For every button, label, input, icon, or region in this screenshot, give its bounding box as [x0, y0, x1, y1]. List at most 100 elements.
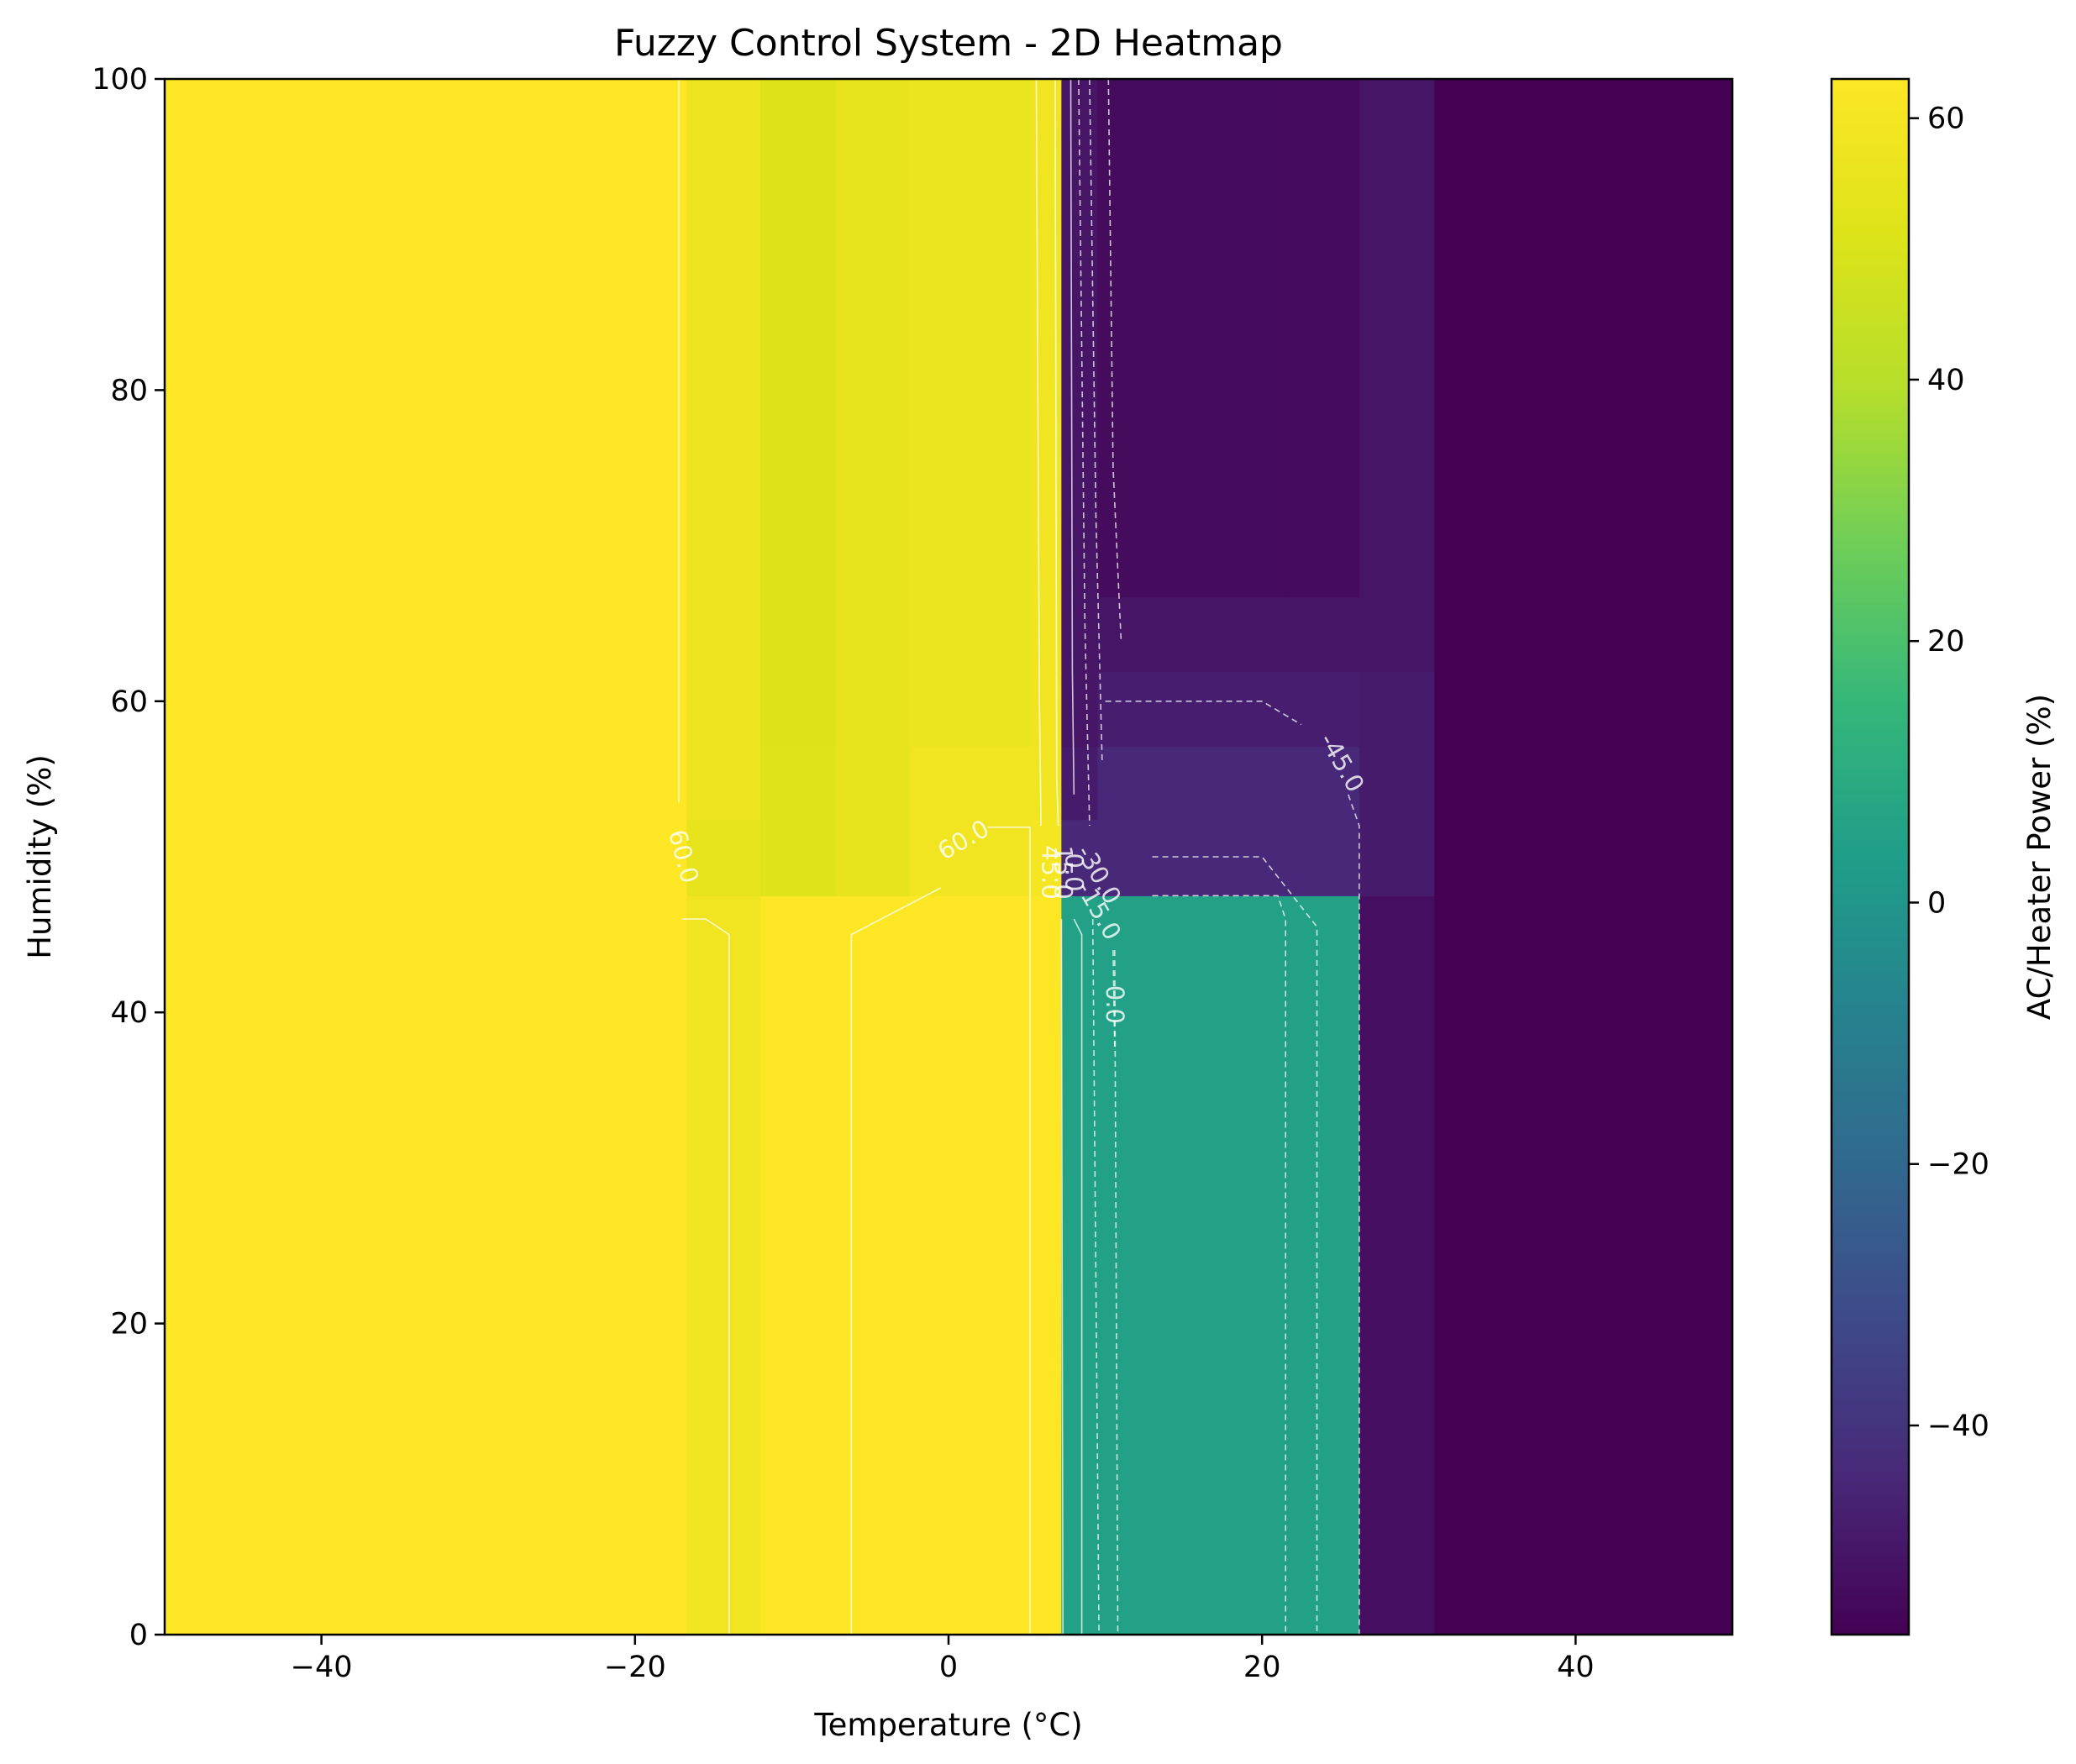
contour-label: 45.0 [1036, 845, 1064, 900]
heatmap-cell [1285, 79, 1360, 598]
colorbar-tick-label: 40 [1927, 364, 1965, 397]
heatmap-cell [909, 746, 1033, 821]
contour-label: 0.0 [1059, 853, 1088, 891]
contour-line [1060, 919, 1064, 1635]
contour-line [1091, 919, 1100, 1635]
contour-line [1070, 79, 1075, 795]
x-axis-title: Temperature (°C) [813, 1707, 1082, 1743]
contour-line [1054, 79, 1059, 827]
heatmap-cell [686, 596, 761, 673]
x-tick-label: 40 [1557, 1651, 1595, 1684]
heatmap-cell [1285, 819, 1360, 896]
heatmap-cell [1031, 819, 1062, 896]
x-tick-label: 0 [939, 1651, 958, 1684]
x-tick-label: −40 [291, 1651, 353, 1684]
heatmap-cell [835, 895, 910, 1635]
y-tick-label: 60 [110, 685, 148, 719]
contour-line [1073, 918, 1083, 1635]
heatmap-cell [1031, 596, 1062, 673]
heatmap-cell [835, 79, 910, 598]
contour-line [1035, 79, 1042, 827]
heatmap-cell [1285, 671, 1360, 748]
x-axis: −40 −20 0 20 40 [291, 1635, 1595, 1684]
heatmap-cell [835, 746, 910, 821]
contour-line [1105, 700, 1302, 726]
heatmap-cell [1434, 79, 1732, 598]
heatmap-cell [165, 746, 687, 821]
contour-line [1152, 856, 1318, 1635]
heatmap-cell [835, 671, 910, 748]
heatmap-cell [165, 79, 687, 598]
heatmap-cell [1097, 819, 1286, 896]
heatmap-cell [909, 596, 1033, 673]
heatmap-cell [1285, 596, 1360, 673]
y-tick-label: 20 [110, 1308, 148, 1341]
heatmap-cell [909, 671, 1033, 748]
contour-line [850, 887, 942, 1635]
contour-lines [678, 79, 1360, 1635]
heatmap-cell [165, 596, 687, 673]
heatmap-cell [909, 895, 1033, 1635]
heatmap-cell [760, 596, 837, 673]
heatmap-cell [165, 671, 687, 748]
heatmap-cell [760, 819, 837, 896]
heatmap-cell [1434, 746, 1732, 821]
heatmap-cell [1359, 895, 1436, 1635]
contour-line [1114, 950, 1119, 1635]
heatmap-cell [1359, 79, 1436, 598]
colorbar-tick-label: −20 [1927, 1148, 1989, 1182]
heatmap-cell [1061, 746, 1098, 821]
heatmap-cell [1097, 79, 1286, 598]
y-axis: 0 20 40 60 80 100 [92, 63, 165, 1652]
colorbar-title: AC/Heater Power (%) [2021, 694, 2058, 1020]
heatmap-cell [1434, 895, 1732, 1635]
colorbar-tick-label: −40 [1927, 1410, 1989, 1443]
heatmap-cell [1359, 746, 1436, 821]
colorbar-tick-label: 0 [1927, 886, 1946, 920]
heatmap-cell [686, 79, 761, 598]
heatmap-cell [1285, 895, 1360, 1635]
contour-label: 15.0 [1049, 845, 1077, 900]
x-tick-label: 20 [1243, 1651, 1281, 1684]
heatmap-cell [835, 819, 910, 896]
y-tick-label: 80 [110, 374, 148, 407]
heatmap-cell [909, 819, 1033, 896]
heatmap-cell [1061, 671, 1098, 748]
contour-line [987, 826, 1031, 1635]
heatmap-cell [1097, 895, 1286, 1635]
heatmap-cell [1097, 671, 1286, 748]
colorbar [1830, 77, 1910, 1636]
contour-label: 0.0 [1101, 985, 1129, 1024]
heatmap-cell [1061, 79, 1098, 598]
heatmap-cell [1031, 895, 1062, 1635]
y-tick-label: 0 [129, 1619, 148, 1652]
heatmap-cell [909, 79, 1033, 598]
heatmap-cell [1031, 671, 1062, 748]
heatmap-cells [165, 79, 1732, 1635]
heatmap-cell [1061, 895, 1098, 1635]
heatmap-cell [760, 671, 837, 748]
y-tick-label: 40 [110, 996, 148, 1030]
heatmap-cell [760, 79, 837, 598]
x-tick-label: −20 [604, 1651, 666, 1684]
heatmap-cell [1097, 596, 1286, 673]
heatmap-cell [1061, 819, 1098, 896]
heatmap-cell [686, 819, 761, 896]
heatmap-cell [1434, 671, 1732, 748]
y-tick-label: 100 [92, 63, 148, 97]
heatmap-cell [835, 596, 910, 673]
heatmap-cell [686, 746, 761, 821]
colorbar-tick-label: 60 [1927, 102, 1965, 136]
heatmap-cell [1434, 596, 1732, 673]
contour-line [1089, 79, 1103, 764]
chart-title: Fuzzy Control System - 2D Heatmap [614, 22, 1283, 65]
heatmap-cell [165, 819, 687, 896]
heatmap-cell [165, 895, 687, 1635]
heatmap-cell [686, 895, 761, 1635]
heatmap-cell [1359, 596, 1436, 673]
contour-line [681, 918, 730, 1635]
colorbar-axis: 60 40 20 0 −20 −40 [1909, 102, 1989, 1443]
heatmap-cell [1061, 596, 1098, 673]
colorbar-tick-label: 20 [1927, 625, 1965, 659]
